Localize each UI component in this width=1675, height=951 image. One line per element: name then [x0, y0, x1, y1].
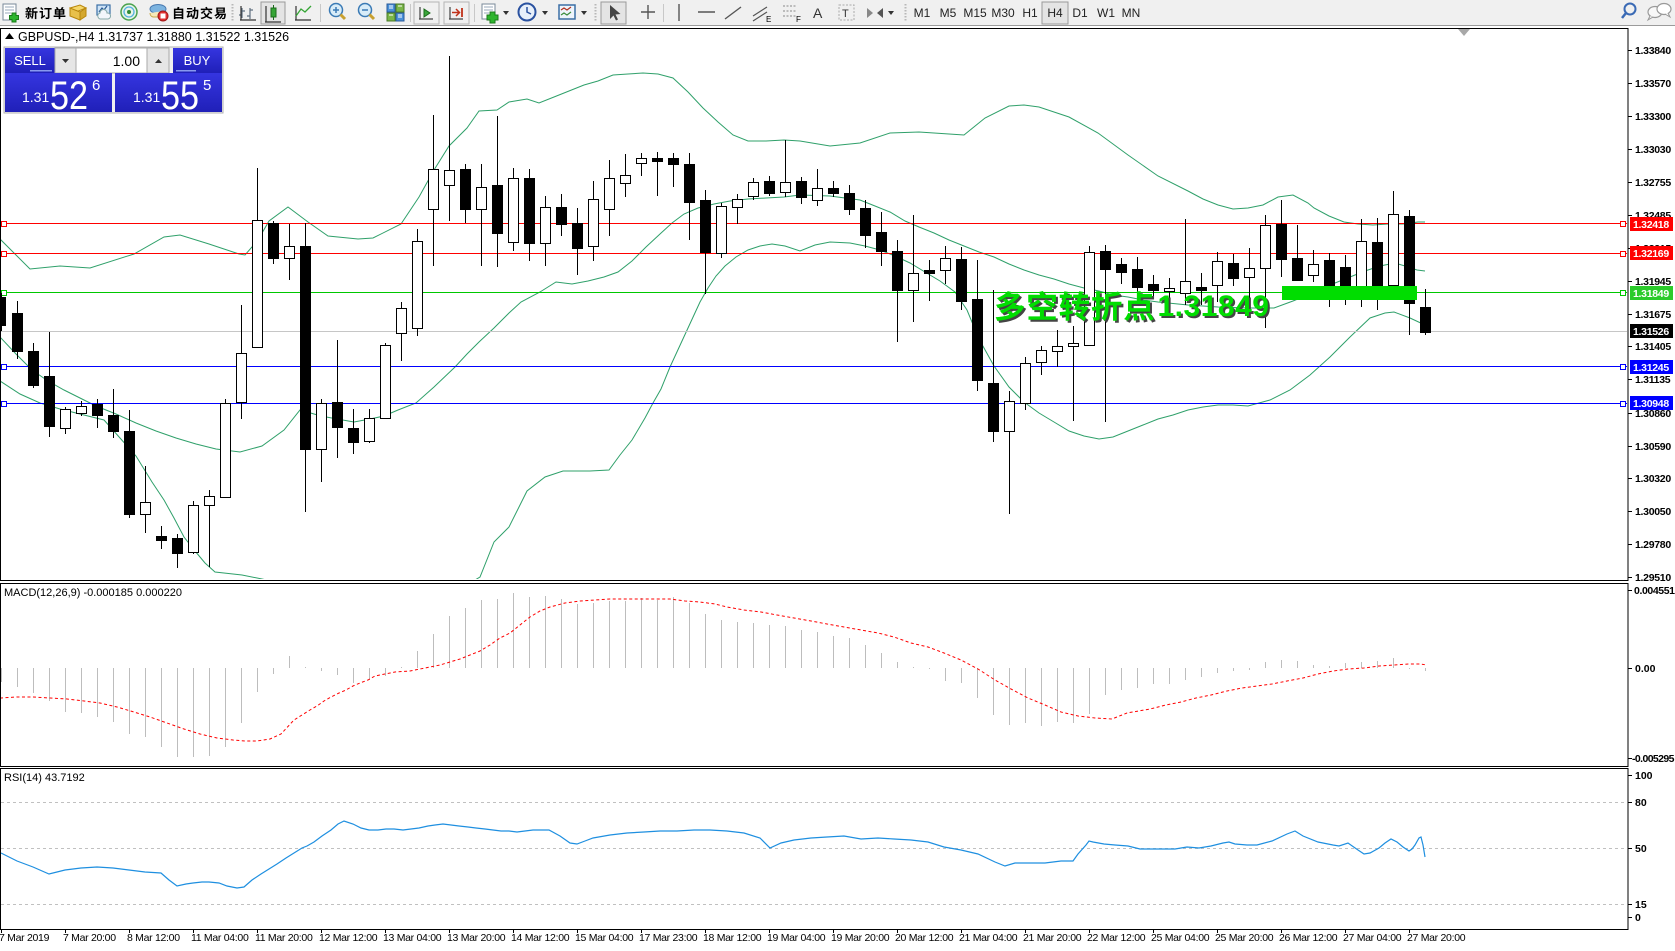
svg-text:W1: W1 [1097, 6, 1115, 20]
svg-text:1.29780: 1.29780 [1635, 539, 1671, 551]
svg-text:M5: M5 [940, 6, 957, 20]
svg-text:1.33840: 1.33840 [1635, 45, 1671, 57]
svg-text:6: 6 [92, 77, 100, 94]
svg-text:21 Mar 20:00: 21 Mar 20:00 [1023, 932, 1082, 944]
svg-text:26 Mar 12:00: 26 Mar 12:00 [1279, 932, 1338, 944]
svg-text:M15: M15 [963, 6, 987, 20]
svg-text:25 Mar 20:00: 25 Mar 20:00 [1215, 932, 1274, 944]
svg-text:17 Mar 23:00: 17 Mar 23:00 [639, 932, 698, 944]
svg-text:T: T [842, 8, 849, 20]
svg-text:-0.005295: -0.005295 [1632, 753, 1675, 765]
svg-text:1.30050: 1.30050 [1635, 506, 1671, 518]
svg-text:27 Mar 20:00: 27 Mar 20:00 [1407, 932, 1466, 944]
svg-text:SELL: SELL [14, 53, 46, 68]
svg-text:1.31245: 1.31245 [1633, 362, 1669, 374]
svg-text:1.31135: 1.31135 [1635, 374, 1671, 386]
svg-text:12 Mar 12:00: 12 Mar 12:00 [319, 932, 378, 944]
svg-text:15 Mar 04:00: 15 Mar 04:00 [575, 932, 634, 944]
svg-text:13 Mar 20:00: 13 Mar 20:00 [447, 932, 506, 944]
svg-text:5: 5 [203, 77, 211, 94]
svg-text:1.32418: 1.32418 [1633, 219, 1669, 231]
svg-text:RSI(14) 43.7192: RSI(14) 43.7192 [4, 772, 85, 784]
svg-text:7 Mar 20:00: 7 Mar 20:00 [63, 932, 116, 944]
svg-text:27 Mar 04:00: 27 Mar 04:00 [1343, 932, 1402, 944]
svg-text:1.31675: 1.31675 [1635, 309, 1671, 321]
svg-text:MACD(12,26,9) -0.000185 0.0002: MACD(12,26,9) -0.000185 0.000220 [4, 587, 182, 599]
svg-text:11 Mar 04:00: 11 Mar 04:00 [191, 932, 249, 944]
svg-text:1.30320: 1.30320 [1635, 473, 1671, 485]
svg-text:1.31: 1.31 [22, 89, 49, 105]
svg-text:11 Mar 20:00: 11 Mar 20:00 [255, 932, 313, 944]
svg-text:19 Mar 20:00: 19 Mar 20:00 [831, 932, 890, 944]
svg-text:15: 15 [1635, 899, 1647, 911]
svg-text:BUY: BUY [184, 53, 211, 68]
svg-text:13 Mar 04:00: 13 Mar 04:00 [383, 932, 442, 944]
svg-text:1.30860: 1.30860 [1635, 408, 1671, 420]
svg-text:A: A [813, 5, 823, 21]
svg-text:14 Mar 12:00: 14 Mar 12:00 [511, 932, 570, 944]
svg-text:1.00: 1.00 [113, 53, 140, 69]
svg-text:1.33030: 1.33030 [1635, 144, 1671, 156]
svg-text:M1: M1 [914, 6, 931, 20]
svg-text:D1: D1 [1072, 6, 1088, 20]
svg-text:GBPUSD-,H4 1.31737 1.31880 1.: GBPUSD-,H4 1.31737 1.31880 1.31522 1.315… [18, 30, 289, 44]
svg-text:1.31405: 1.31405 [1635, 341, 1671, 353]
svg-text:21 Mar 04:00: 21 Mar 04:00 [959, 932, 1018, 944]
svg-text:7 Mar 2019: 7 Mar 2019 [0, 932, 50, 944]
svg-text:MN: MN [1122, 6, 1141, 20]
svg-text:1.33570: 1.33570 [1635, 78, 1671, 90]
svg-text:50: 50 [1635, 843, 1647, 855]
svg-text:22 Mar 12:00: 22 Mar 12:00 [1087, 932, 1146, 944]
svg-text:19 Mar 04:00: 19 Mar 04:00 [767, 932, 826, 944]
svg-text:E: E [766, 15, 771, 24]
svg-text:1.32755: 1.32755 [1635, 177, 1671, 189]
svg-text:1.29510: 1.29510 [1635, 572, 1671, 584]
svg-text:25 Mar 04:00: 25 Mar 04:00 [1151, 932, 1210, 944]
svg-text:100: 100 [1635, 770, 1653, 782]
svg-text:20 Mar 12:00: 20 Mar 12:00 [895, 932, 954, 944]
svg-text:1.30948: 1.30948 [1633, 398, 1669, 410]
svg-text:52: 52 [50, 74, 88, 118]
svg-text:1.30590: 1.30590 [1635, 441, 1671, 453]
svg-text:55: 55 [161, 74, 199, 118]
svg-text:H1: H1 [1022, 6, 1038, 20]
svg-text:1.31: 1.31 [133, 89, 160, 105]
svg-text:0: 0 [1635, 912, 1641, 924]
svg-text:0.00: 0.00 [1635, 663, 1656, 675]
svg-text:1.31849: 1.31849 [1160, 292, 1272, 325]
svg-text:1.31849: 1.31849 [1158, 290, 1270, 323]
svg-text:80: 80 [1635, 797, 1647, 809]
svg-text:F: F [796, 15, 801, 24]
svg-text:1.31849: 1.31849 [1633, 288, 1669, 300]
svg-text:18 Mar 12:00: 18 Mar 12:00 [703, 932, 762, 944]
svg-text:M30: M30 [991, 6, 1015, 20]
svg-text:1.32169: 1.32169 [1633, 248, 1669, 260]
svg-text:8 Mar 12:00: 8 Mar 12:00 [127, 932, 180, 944]
svg-text:0.004551: 0.004551 [1634, 585, 1675, 597]
svg-text:H4: H4 [1047, 6, 1063, 20]
svg-text:1.33300: 1.33300 [1635, 111, 1671, 123]
svg-text:1.31945: 1.31945 [1635, 276, 1671, 288]
svg-text:1.31526: 1.31526 [1633, 326, 1669, 338]
